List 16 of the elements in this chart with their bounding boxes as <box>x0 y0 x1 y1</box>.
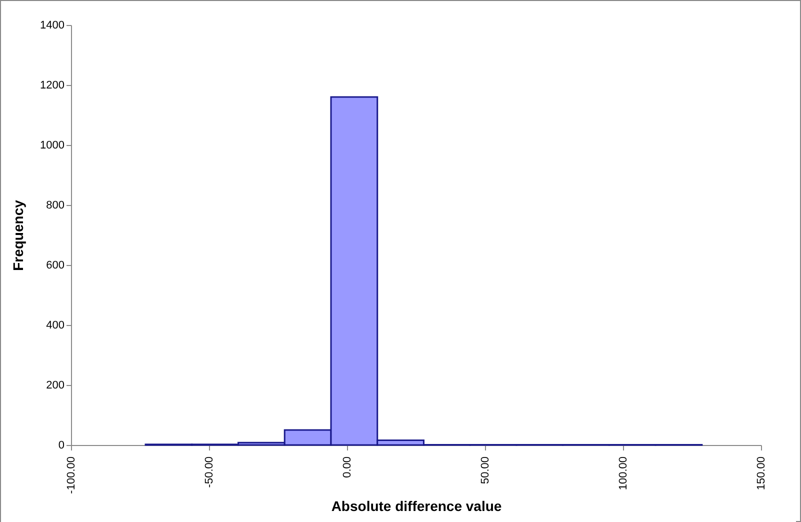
y-tick-label: 600 <box>46 260 64 272</box>
x-tick-label: -100.00 <box>66 456 78 494</box>
y-tick-label: 400 <box>46 320 64 332</box>
x-tick-label: 50.00 <box>480 456 492 484</box>
y-tick-label: 200 <box>46 380 64 392</box>
x-axis-title: Absolute difference value <box>331 498 502 514</box>
y-axis-title: Frequency <box>10 200 26 271</box>
x-tick-label: 150.00 <box>756 456 768 490</box>
y-tick-label: 1400 <box>40 20 64 32</box>
x-tick-label: 100.00 <box>618 456 630 490</box>
x-tick-label: -50.00 <box>204 456 216 488</box>
x-tick-label: 0.00 <box>342 456 354 478</box>
y-tick-label: 1200 <box>40 80 64 92</box>
y-tick-label: 0 <box>58 440 64 452</box>
y-tick-label: 800 <box>46 200 64 212</box>
y-tick-label: 1000 <box>40 140 64 152</box>
